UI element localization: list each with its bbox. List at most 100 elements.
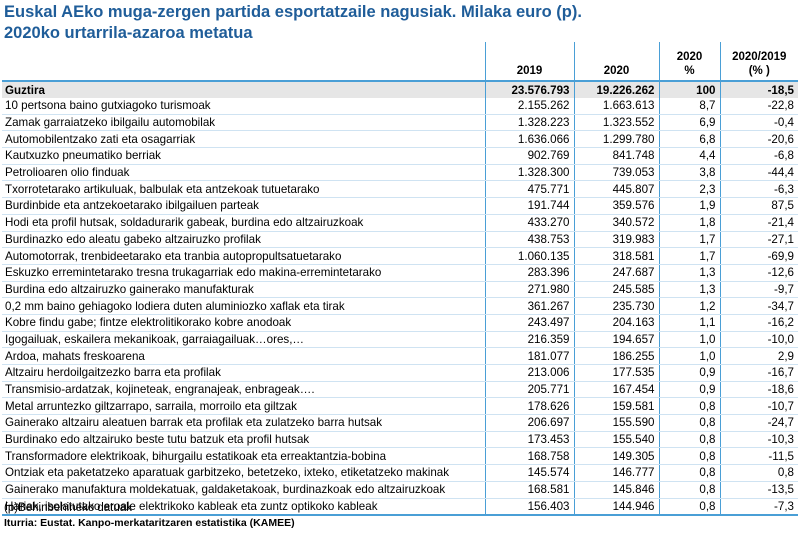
- total-2019: 23.576.793: [484, 81, 574, 98]
- export-table: 2019 2020 2020% 2020/2019 (% ) Guztira 23…: [2, 42, 798, 517]
- row-pct: 0,8: [658, 414, 720, 432]
- total-var: -18,5: [719, 81, 798, 98]
- table-row: Metal arruntezko giltzarrapo, sarraila, …: [2, 397, 798, 416]
- row-label: Transmisio-ardatzak, kojineteak, engrana…: [2, 381, 485, 399]
- row-value-2019: 433.270: [484, 214, 574, 232]
- row-pct: 0,8: [658, 464, 720, 482]
- header-blank: [2, 42, 485, 82]
- row-value-2019: 191.744: [484, 197, 574, 215]
- row-var: -21,4: [719, 214, 798, 232]
- row-var: -13,5: [719, 481, 798, 499]
- row-value-2020: 186.255: [573, 347, 659, 365]
- row-pct: 1,3: [658, 264, 720, 282]
- row-value-2019: 902.769: [484, 147, 574, 165]
- table-row: Hodi eta profil hutsak, soldadurarik gab…: [2, 214, 798, 232]
- row-value-2020: 167.454: [573, 381, 659, 399]
- row-var: -27,1: [719, 231, 798, 249]
- row-value-2020: 340.572: [573, 214, 659, 232]
- header-pct-top: 2020: [676, 51, 703, 63]
- row-pct: 1,0: [658, 347, 720, 365]
- row-var: -11,5: [719, 447, 798, 466]
- table-row: Zamak garraiatzeko ibilgailu automobilak…: [2, 114, 798, 132]
- row-value-2019: 271.980: [484, 281, 574, 299]
- row-value-2020: 1.299.780: [573, 130, 659, 149]
- row-label: Altzairu herdoilgaitzezko barra eta prof…: [2, 364, 485, 382]
- table-row: Gainerako manufaktura moldekatuak, galda…: [2, 481, 798, 499]
- row-var: -6,8: [719, 147, 798, 165]
- total-label: Guztira: [2, 81, 485, 98]
- source-note: Iturria: Eustat. Kanpo-merkataritzaren e…: [4, 517, 295, 529]
- row-value-2020: 318.581: [573, 247, 659, 265]
- row-label: Burdinako edo altzairuko beste tutu batz…: [2, 431, 485, 449]
- row-value-2020: 739.053: [573, 164, 659, 182]
- row-value-2019: 1.328.300: [484, 164, 574, 182]
- row-value-2020: 1.323.552: [573, 114, 659, 132]
- row-pct: 0,8: [658, 397, 720, 416]
- row-value-2020: 146.777: [573, 464, 659, 482]
- row-value-2019: 475.771: [484, 180, 574, 199]
- row-pct: 2,3: [658, 180, 720, 199]
- table-row: Automobilentzako zati eta osagarriak 1.63…: [2, 130, 798, 149]
- row-var: -10,3: [719, 431, 798, 449]
- row-value-2019: 206.697: [484, 414, 574, 432]
- row-value-2019: 216.359: [484, 331, 574, 349]
- row-pct: 0,8: [658, 447, 720, 466]
- row-pct: 8,7: [658, 98, 720, 115]
- row-value-2020: 194.657: [573, 331, 659, 349]
- row-value-2019: 145.574: [484, 464, 574, 482]
- row-value-2020: 144.946: [573, 498, 659, 517]
- header-pct-bottom: %: [684, 65, 695, 77]
- row-label: Eskuzko erremintetarako tresna trukagarr…: [2, 264, 485, 282]
- row-value-2020: 245.585: [573, 281, 659, 299]
- row-pct: 1,7: [658, 231, 720, 249]
- header-var-top: 2020/2019: [732, 51, 787, 63]
- row-value-2019: 213.006: [484, 364, 574, 382]
- row-label: Hodi eta profil hutsak, soldadurarik gab…: [2, 214, 485, 232]
- row-value-2019: 2.155.262: [484, 98, 574, 115]
- row-pct: 6,8: [658, 130, 720, 149]
- row-label: Automotorrak, trenbideetarako eta tranbi…: [2, 247, 485, 265]
- row-label: 10 pertsona baino gutxiagoko turismoak: [2, 98, 485, 115]
- table-row: Burdinbide eta antzekoetarako ibilgailue…: [2, 197, 798, 215]
- row-var: -34,7: [719, 297, 798, 315]
- table-row: Burdina edo altzairuzko gainerako manufa…: [2, 281, 798, 299]
- row-label: Transformadore elektrikoak, bihurgailu e…: [2, 447, 485, 466]
- row-value-2020: 145.846: [573, 481, 659, 499]
- row-label: Zamak garraiatzeko ibilgailu automobilak: [2, 114, 485, 132]
- row-label: Kobre findu gabe; fintze elektrolitikora…: [2, 314, 485, 332]
- row-label: Metal arruntezko giltzarrapo, sarraila, …: [2, 397, 485, 416]
- row-label: Automobilentzako zati eta osagarriak: [2, 130, 485, 149]
- row-var: -16,2: [719, 314, 798, 332]
- row-var: -24,7: [719, 414, 798, 432]
- row-pct: 0,8: [658, 431, 720, 449]
- row-pct: 1,1: [658, 314, 720, 332]
- row-value-2019: 178.626: [484, 397, 574, 416]
- row-pct: 1,0: [658, 331, 720, 349]
- row-value-2020: 155.590: [573, 414, 659, 432]
- table-row: Automotorrak, trenbideetarako eta tranbi…: [2, 247, 798, 265]
- row-value-2020: 247.687: [573, 264, 659, 282]
- table-row: Kobre findu gabe; fintze elektrolitikora…: [2, 314, 798, 332]
- total-pct: 100: [658, 81, 720, 98]
- row-label: Hariak, isolatutako eroale elektrikoko k…: [2, 498, 485, 517]
- row-value-2019: 243.497: [484, 314, 574, 332]
- row-var: -10,7: [719, 397, 798, 416]
- row-pct: 0,9: [658, 364, 720, 382]
- row-label: Gainerako manufaktura moldekatuak, galda…: [2, 481, 485, 499]
- row-var: 87,5: [719, 197, 798, 215]
- table-row: Transformadore elektrikoak, bihurgailu e…: [2, 447, 798, 466]
- table-row: Altzairu herdoilgaitzezko barra eta prof…: [2, 364, 798, 382]
- row-value-2019: 438.753: [484, 231, 574, 249]
- table-row: Eskuzko erremintetarako tresna trukagarr…: [2, 264, 798, 282]
- row-pct: 1,2: [658, 297, 720, 315]
- row-pct: 0,9: [658, 381, 720, 399]
- table-row: Transmisio-ardatzak, kojineteak, engrana…: [2, 381, 798, 399]
- row-var: -6,3: [719, 180, 798, 199]
- table-row: 10 pertsona baino gutxiagoko turismoak 2.…: [2, 98, 798, 115]
- table-row: Hariak, isolatutako eroale elektrikoko k…: [2, 498, 798, 517]
- table-row: Petrolioaren olio finduak 1.328.300 739.05…: [2, 164, 798, 182]
- row-value-2019: 205.771: [484, 381, 574, 399]
- table-title: Euskal AEko muga-zergen partida esportat…: [4, 2, 794, 44]
- header-var-bottom: (% ): [748, 65, 770, 77]
- row-var: -16,7: [719, 364, 798, 382]
